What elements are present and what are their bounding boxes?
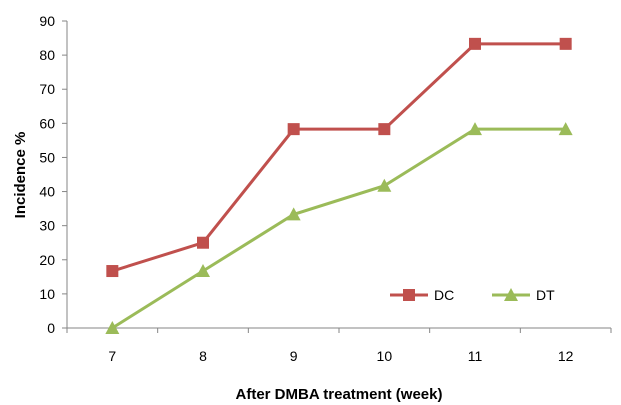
data-point-dt: [286, 207, 301, 221]
y-tick-label: 80: [39, 47, 55, 63]
data-point-dc: [469, 37, 481, 50]
series-dt: [105, 122, 573, 334]
x-tick-label: 7: [108, 348, 116, 364]
y-axis: 0 10 20 30 40 50 60 70 80 90: [39, 13, 68, 336]
series-line-dc: [111, 42, 566, 273]
x-tick-label: 9: [290, 348, 298, 364]
y-tick-label: 40: [39, 184, 55, 200]
data-point-dt: [105, 321, 120, 334]
x-tick-label: 8: [199, 348, 207, 364]
legend-swatch-marker: [403, 289, 415, 301]
y-tick-label: 30: [39, 218, 55, 234]
y-tick-label: 0: [47, 320, 55, 336]
y-tick-label: 70: [39, 81, 55, 97]
x-tick-label: 11: [468, 348, 483, 364]
x-tick-label: 12: [558, 348, 574, 364]
x-axis-title: After DMBA treatment (week): [236, 386, 443, 403]
legend: DC DT: [390, 287, 555, 303]
data-point-dc: [197, 236, 209, 249]
legend-label: DT: [536, 287, 555, 303]
y-tick-label: 90: [39, 13, 55, 29]
y-tick-label: 10: [39, 286, 55, 302]
y-tick-label: 50: [39, 149, 55, 165]
data-point-dc: [106, 265, 119, 278]
legend-label: DC: [434, 287, 454, 303]
data-point-dc: [287, 123, 300, 136]
data-point-dt: [468, 122, 482, 136]
data-point-dt: [558, 122, 573, 136]
data-point-dt: [196, 264, 210, 278]
legend-item-dt: DT: [492, 287, 555, 303]
legend-swatch-marker: [504, 288, 518, 301]
series-dc: [106, 37, 572, 278]
x-tick-label: 10: [377, 348, 393, 364]
series-group: [105, 37, 573, 334]
series-line-dt: [111, 127, 566, 330]
y-tick-label: 60: [39, 115, 55, 131]
y-axis-title: Incidence %: [12, 132, 29, 219]
y-tick-label: 20: [39, 252, 55, 268]
data-point-dc: [559, 37, 572, 50]
x-axis: 7 8 9 10 11 12: [66, 327, 612, 364]
data-point-dc: [378, 123, 391, 136]
legend-item-dc: DC: [390, 287, 454, 303]
data-point-dt: [377, 178, 392, 192]
